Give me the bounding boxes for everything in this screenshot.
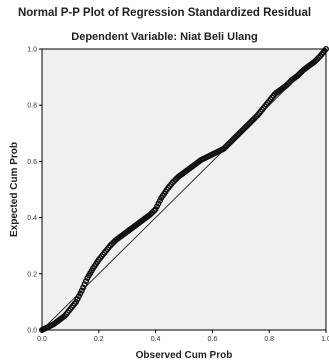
x-tick-label: 0.8 [264, 336, 274, 343]
y-tick-label: 0.4 [27, 215, 37, 222]
chart-title: Normal P-P Plot of Regression Standardiz… [17, 7, 312, 19]
x-tick-label: 0.6 [208, 336, 218, 343]
reference-line [41, 48, 327, 331]
y-tick-label: 0.0 [27, 328, 37, 335]
data-point [80, 284, 87, 291]
data-point [83, 278, 90, 285]
data-point [81, 281, 88, 288]
chart-subtitle: Dependent Variable: Niat Beli Ulang [71, 31, 258, 43]
y-axis-title: Expected Cum Prob [9, 142, 20, 237]
x-tick-label: 1.0 [321, 336, 329, 343]
x-tick-label: 0.2 [94, 336, 104, 343]
x-axis-title: Observed Cum Prob [136, 350, 233, 361]
y-tick-label: 0.6 [27, 159, 37, 166]
y-tick-label: 1.0 [27, 47, 37, 54]
y-tick-label: 0.2 [27, 271, 37, 278]
x-tick-label: 0.4 [151, 336, 161, 343]
data-point [78, 287, 85, 294]
y-tick-label: 0.8 [27, 103, 37, 110]
plot-frame [41, 48, 327, 331]
x-tick-label: 0.0 [37, 336, 47, 343]
